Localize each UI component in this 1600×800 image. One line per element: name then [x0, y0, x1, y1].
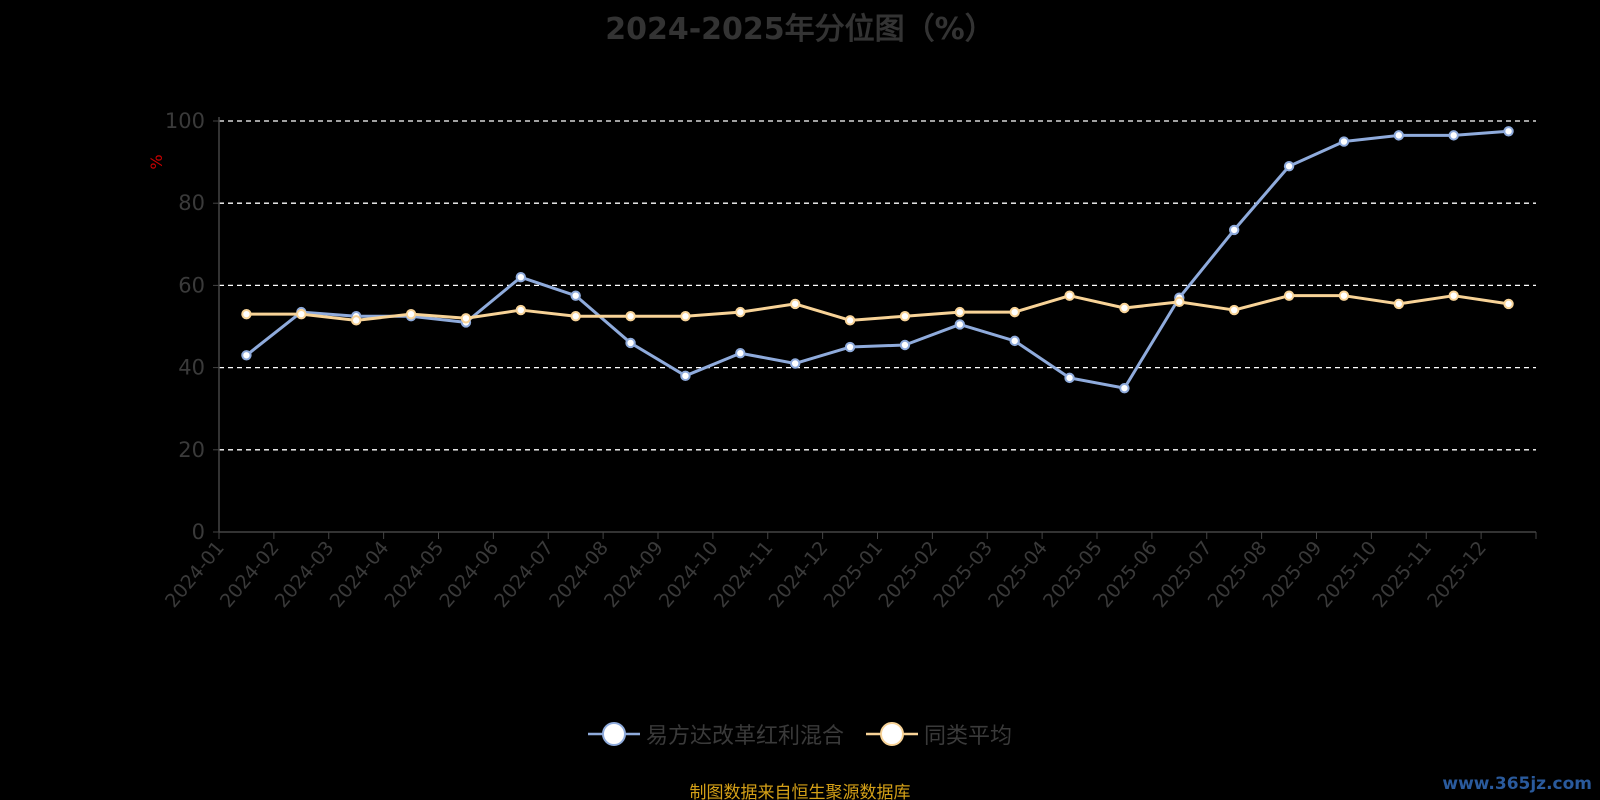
data-point — [1448, 290, 1459, 301]
y-tick-label: 20 — [178, 438, 205, 462]
data-point — [1338, 136, 1350, 147]
data-point — [1228, 224, 1240, 236]
data-point — [680, 311, 691, 322]
series-line — [244, 129, 1511, 390]
series-line — [244, 294, 1511, 322]
data-point — [1009, 335, 1020, 347]
data-point — [625, 311, 636, 322]
data-point — [1064, 372, 1075, 384]
data-point — [899, 311, 911, 322]
chart-title: 2024-2025年分位图（%） — [605, 12, 995, 47]
data-point — [1503, 126, 1514, 137]
data-point — [735, 348, 746, 359]
data-point — [241, 308, 252, 320]
data-point — [1119, 302, 1130, 314]
data-point — [1448, 130, 1459, 141]
data-point — [570, 311, 581, 322]
source-note: 制图数据来自恒生聚源数据库 — [689, 783, 911, 800]
x-tick-label: 2025-12 — [1423, 537, 1491, 612]
data-point — [1283, 161, 1295, 172]
series-layer — [241, 126, 1514, 394]
data-point — [625, 337, 636, 349]
data-point — [296, 308, 307, 320]
y-tick-label: 60 — [178, 273, 205, 297]
data-point — [241, 350, 252, 361]
data-point — [1228, 304, 1240, 316]
data-point — [954, 319, 966, 330]
legend-marker-fund — [587, 722, 640, 746]
data-point — [1503, 298, 1514, 310]
data-point — [570, 290, 581, 301]
data-point — [405, 308, 417, 320]
y-tick-label: 80 — [178, 191, 205, 215]
data-point — [954, 306, 966, 318]
data-point — [680, 370, 691, 382]
data-point — [735, 306, 746, 318]
legend: 易方达改革红利混合 同类平均 — [0, 718, 1600, 750]
legend-marker-peer-average — [866, 722, 918, 746]
data-point — [1119, 382, 1130, 394]
data-point — [1174, 296, 1185, 308]
data-point — [350, 315, 362, 326]
data-point — [515, 304, 527, 316]
data-point — [844, 315, 856, 326]
legend-label-fund: 易方达改革红利混合 — [645, 724, 844, 749]
data-point — [1338, 290, 1350, 301]
y-axis-label: % — [147, 154, 166, 169]
y-tick-label: 100 — [165, 109, 205, 133]
legend-label-peer-average: 同类平均 — [924, 724, 1013, 749]
legend-item-peer-average[interactable]: 同类平均 — [866, 718, 1012, 750]
data-point — [1064, 290, 1075, 301]
data-point — [1393, 130, 1405, 141]
data-point — [460, 313, 472, 324]
data-point — [844, 341, 856, 353]
axis-layer: 020406080100%2024-012024-022024-032024-0… — [147, 109, 1537, 612]
grid-layer — [219, 120, 1536, 451]
data-point — [1283, 290, 1295, 301]
data-point — [899, 339, 911, 351]
y-tick-label: 0 — [192, 520, 205, 544]
y-tick-label: 40 — [178, 356, 205, 380]
data-point — [1393, 298, 1405, 310]
legend-item-fund[interactable]: 易方达改革红利混合 — [587, 718, 844, 750]
watermark: www.365jz.com — [1442, 774, 1592, 794]
data-point — [789, 358, 801, 369]
data-point — [515, 271, 527, 283]
data-point — [789, 298, 801, 310]
data-point — [1009, 306, 1020, 318]
